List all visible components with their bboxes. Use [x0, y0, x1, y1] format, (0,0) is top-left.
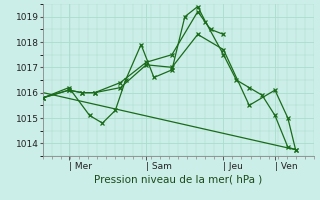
X-axis label: Pression niveau de la mer( hPa ): Pression niveau de la mer( hPa ) [94, 175, 262, 185]
